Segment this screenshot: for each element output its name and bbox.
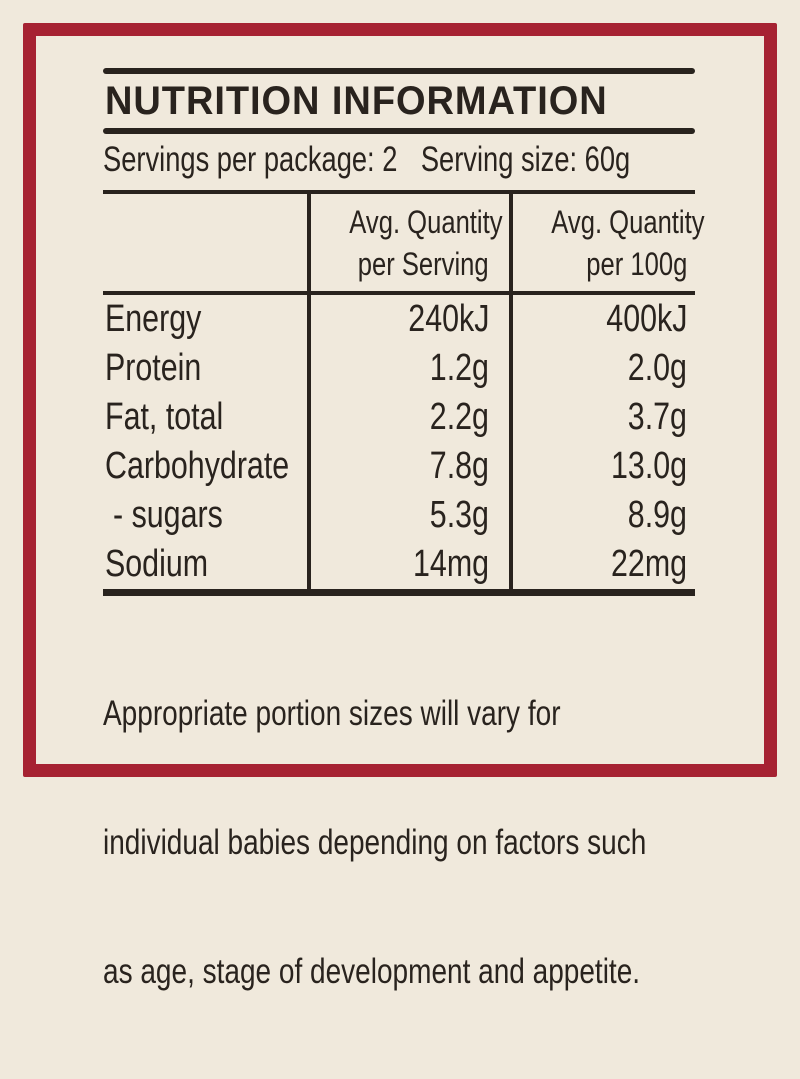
portion-size-footnote: Appropriate portion sizes will vary for … [103,606,695,1079]
footnote-line: as age, stage of development and appetit… [103,952,641,991]
table-row-sugars: - sugars 5.3g 8.9g [103,491,695,540]
nutrition-information-title: NUTRITION INFORMATION [105,79,608,123]
header-per-100g-line2: per 100g [585,245,687,282]
value-per-100g: 2.0g [509,344,695,393]
nutrition-label: NUTRITION INFORMATION Servings per packa… [23,23,777,991]
title-rule-bottom [103,128,695,134]
value-per-serving: 14mg [307,540,511,593]
serving-info-line: Servings per package: 2 Serving size: 60… [103,140,630,180]
value-per-100g: 3.7g [509,393,695,442]
value-per-100g: 400kJ [509,293,695,344]
page-title: NUTRITION INFORMATION [105,76,697,126]
red-border-frame [23,23,777,777]
nutrient-name: Protein [105,347,202,389]
value-per-serving: 2.2g [307,393,511,442]
servings-per-package: Servings per package: 2 [103,140,398,179]
header-per-serving: Avg. Quantity per Serving [307,192,511,295]
header-per-100g: Avg. Quantity per 100g [509,192,705,295]
table-header-row: Avg. Quantity per Serving Avg. Quantity … [103,192,705,295]
nutrient-name: Fat, total [105,396,224,438]
table-row-energy: Energy 240kJ 400kJ [103,293,695,344]
value-per-serving: 1.2g [307,344,511,393]
table-row-fat-total: Fat, total 2.2g 3.7g [103,393,695,442]
table-row-sodium: Sodium 14mg 22mg [103,540,695,593]
nutrient-name: Carbohydrate [105,445,290,487]
footnote-line: individual babies depending on factors s… [103,823,647,862]
value-per-100g: 22mg [509,540,695,593]
header-per-100g-line1: Avg. Quantity [551,203,705,240]
header-per-serving-line2: per Serving [358,245,489,282]
serving-size: Serving size: 60g [420,140,631,179]
nutrient-name: Sodium [105,543,209,585]
table-row-protein: Protein 1.2g 2.0g [103,344,695,393]
value-per-100g: 13.0g [509,442,695,491]
value-per-serving: 240kJ [307,293,511,344]
value-per-100g: 8.9g [509,491,695,540]
nutrition-table: Avg. Quantity per Serving Avg. Quantity … [103,190,705,596]
nutrient-name: Energy [105,298,202,340]
value-per-serving: 5.3g [307,491,511,540]
footnote-line: Appropriate portion sizes will vary for [103,694,561,733]
table-row-carbohydrate: Carbohydrate 7.8g 13.0g [103,442,695,491]
title-rule-top [103,68,695,74]
header-empty-cell [103,192,309,295]
value-per-serving: 7.8g [307,442,511,491]
nutrient-name: - sugars [113,494,223,536]
header-per-serving-line1: Avg. Quantity [349,203,503,240]
